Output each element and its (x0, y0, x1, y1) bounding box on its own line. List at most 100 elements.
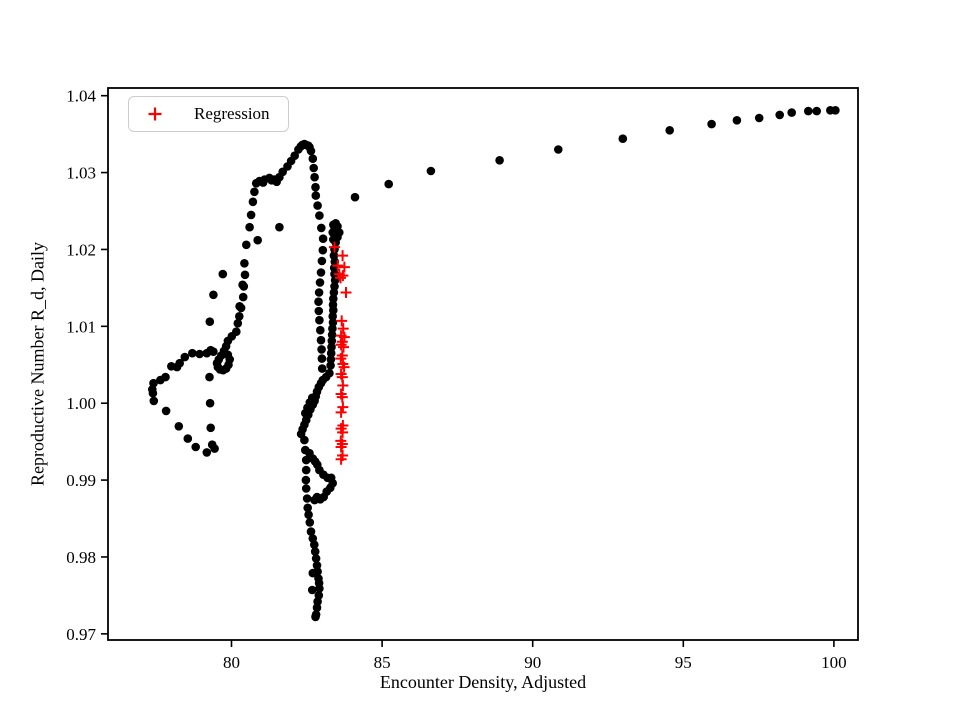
regression-point (337, 270, 349, 282)
x-axis-label: Encounter Density, Adjusted (379, 672, 587, 692)
scatter-point (314, 297, 323, 307)
scatter-point (311, 554, 321, 563)
y-tick-label: 0.98 (66, 548, 96, 567)
scatter-point (787, 108, 796, 117)
scatter-point (301, 408, 310, 418)
regression-point (338, 361, 350, 373)
scatter-point (275, 222, 284, 232)
scatter-point (326, 361, 335, 370)
scatter-point (174, 422, 184, 431)
y-tick-label: 1.00 (66, 394, 96, 413)
regression-point (335, 441, 347, 453)
regression-point (337, 380, 349, 391)
x-tick-label: 95 (675, 653, 692, 672)
legend: Regression (128, 96, 289, 132)
scatter-point (205, 317, 215, 327)
scatter-point (250, 187, 259, 197)
regression-point (337, 426, 349, 438)
regression-point (336, 391, 348, 403)
scatter-point (308, 154, 318, 163)
scatter-point (329, 294, 338, 304)
scatter-point (328, 324, 337, 333)
y-tick-label: 0.99 (66, 471, 96, 490)
scatter-point (775, 110, 784, 120)
scatter-point (206, 345, 215, 355)
scatter-point (315, 211, 324, 220)
scatter-point (318, 245, 328, 255)
scatter-point (233, 319, 243, 328)
scatter-point (707, 119, 716, 129)
regression-point (337, 401, 349, 413)
scatter-point (314, 306, 324, 316)
scatter-point (253, 235, 262, 245)
scatter-point (240, 270, 250, 280)
legend-label: Regression (194, 104, 270, 123)
x-tick-label: 85 (374, 653, 391, 672)
scatter-point (301, 475, 311, 485)
scatter-point (195, 349, 204, 359)
scatter-point (328, 312, 338, 321)
scatter-point (161, 406, 171, 416)
scatter-point (317, 364, 327, 373)
scatter-point (301, 465, 311, 475)
scatter-point (335, 228, 344, 237)
scatter-point (202, 448, 212, 457)
scatter-point (317, 354, 327, 363)
scatter-point (148, 388, 158, 398)
regression-point (335, 339, 347, 351)
scatter-point (618, 134, 628, 143)
scatter-point (303, 503, 313, 513)
scatter-point (156, 375, 165, 385)
scatter-point (311, 191, 321, 200)
scatter-point (310, 540, 319, 549)
regression-plus-icon (148, 107, 162, 121)
scatter-point (167, 362, 176, 371)
regression-point (340, 287, 352, 298)
scatter-point (205, 372, 214, 382)
scatter-point (328, 228, 338, 237)
scatter-point (218, 269, 228, 279)
scatter-point (238, 292, 248, 302)
scatter-point (209, 290, 218, 300)
scatter-point (180, 352, 190, 362)
scatter-point (317, 223, 326, 233)
scatter-point (732, 116, 742, 125)
scatter-point (313, 201, 322, 210)
scatter-point (316, 268, 326, 277)
y-tick-label: 1.04 (66, 87, 96, 106)
scatter-point (301, 445, 310, 455)
y-tick-label: 1.01 (66, 317, 96, 336)
scatter-point (302, 494, 312, 503)
scatter-point (235, 312, 244, 321)
scatter-point (426, 166, 436, 176)
scatter-point (312, 561, 322, 570)
y-axis-label: Reproductive Number R_d, Daily (27, 242, 48, 486)
x-tick-label: 100 (821, 653, 847, 672)
regression-point (329, 241, 340, 253)
scatter-point (315, 584, 324, 593)
scatter-point (812, 106, 821, 116)
scatter-point (290, 151, 300, 160)
scatter-point (318, 234, 328, 243)
regression-point (335, 272, 346, 284)
x-tick-label: 90 (524, 653, 541, 672)
scatter-point (245, 222, 254, 232)
scatter-point (306, 146, 316, 156)
scatter-point (326, 355, 336, 364)
scatter-point (248, 197, 258, 207)
scatter-point (309, 163, 319, 173)
scatter-point (307, 585, 317, 595)
scatter-point (495, 156, 504, 165)
scatter-point (242, 240, 251, 250)
scatter-point (149, 396, 159, 406)
scatter-point (314, 288, 324, 297)
scatter-point (315, 278, 325, 287)
scatter-point (310, 172, 319, 182)
scatter-point (306, 527, 316, 536)
scatter-point (239, 282, 249, 291)
scatter-point (304, 510, 313, 519)
scatter-point (754, 113, 764, 123)
scatter-point (804, 106, 813, 116)
scatter-point (315, 315, 324, 325)
